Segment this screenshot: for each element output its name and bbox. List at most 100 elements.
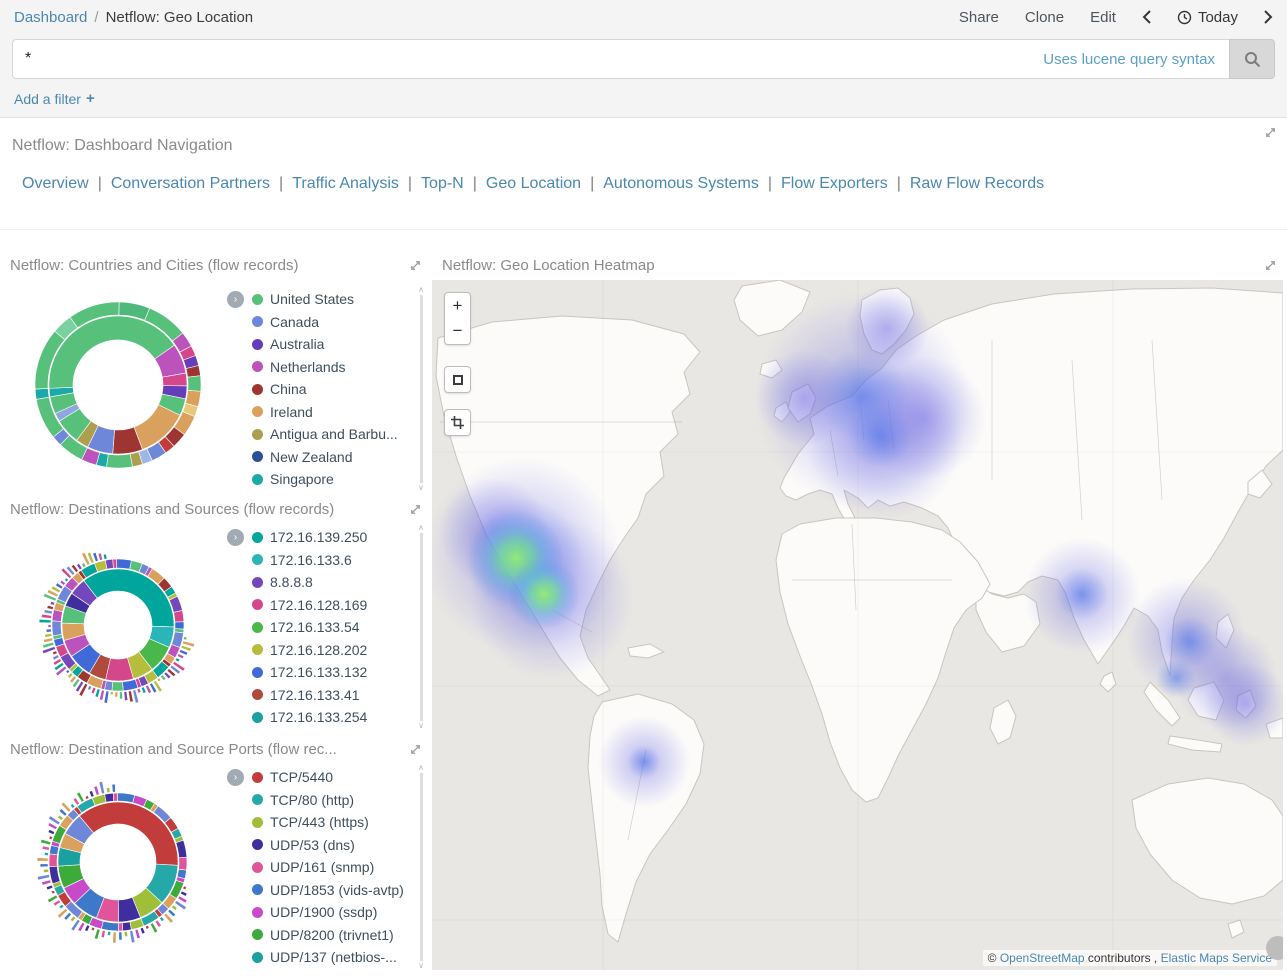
add-filter-link[interactable]: Add a filter [14, 90, 81, 107]
legend-item[interactable]: 172.16.139.250 [252, 526, 367, 549]
nav-link-conversation-partners[interactable]: Conversation Partners [110, 175, 271, 192]
legend-label: 172.16.133.41 [270, 686, 360, 703]
legend-item[interactable]: TCP/5440 [252, 766, 404, 789]
scrollbar-track[interactable] [419, 773, 423, 961]
legend-item[interactable]: Singapore [252, 468, 398, 491]
nav-separator: | [896, 175, 901, 192]
legend-toggle-button[interactable]: › [227, 529, 244, 546]
legend-label: China [270, 381, 307, 398]
legend-label: UDP/1900 (ssdp) [270, 904, 378, 921]
legend-item[interactable]: United States [252, 288, 398, 311]
legend-item[interactable]: Ireland [252, 401, 398, 424]
legend-item[interactable]: UDP/8200 (trivnet1) [252, 924, 404, 947]
legend-color-dot [252, 361, 263, 373]
legend-label: UDP/1853 (vids-avtp) [270, 881, 404, 898]
panel-destination-source-ports: Netflow: Destination and Source Ports (f… [0, 736, 432, 976]
legend-item[interactable]: UDP/53 (dns) [252, 834, 404, 857]
legend-item[interactable]: TCP/443 (https) [252, 811, 404, 834]
legend-item[interactable]: China [252, 378, 398, 401]
time-forward-button[interactable] [1264, 10, 1273, 24]
legend-item[interactable]: 172.16.133.132 [252, 661, 367, 684]
legend-label: 172.16.133.132 [270, 664, 368, 681]
legend-item[interactable]: UDP/1853 (vids-avtp) [252, 879, 404, 902]
clone-button[interactable]: Clone [1024, 8, 1065, 26]
breadcrumb-separator: / [94, 8, 99, 26]
search-button[interactable] [1229, 39, 1275, 79]
time-back-button[interactable] [1142, 10, 1151, 24]
world-map[interactable] [432, 280, 1283, 970]
legend-toggle-button[interactable]: › [227, 291, 244, 308]
legend-label: 172.16.139.250 [270, 529, 368, 546]
heatmap-layer [432, 286, 1283, 808]
legend-item[interactable]: 172.16.133.41 [252, 684, 367, 707]
nav-link-top-n[interactable]: Top-N [421, 175, 464, 192]
nav-link-overview[interactable]: Overview [22, 175, 89, 192]
set-view-button[interactable] [444, 366, 471, 393]
legend-color-dot [252, 316, 263, 328]
legend-color-dot [252, 451, 263, 463]
legend: TCP/5440 TCP/80 (http) TCP/443 (https) U… [252, 766, 404, 969]
legend-item[interactable]: 172.16.128.202 [252, 639, 367, 662]
zoom-out-button[interactable]: − [444, 318, 471, 345]
legend-item[interactable]: UDP/161 (snmp) [252, 856, 404, 879]
nav-link-raw-flow-records[interactable]: Raw Flow Records [909, 175, 1045, 192]
legend-item[interactable]: Antigua and Barbu... [252, 423, 398, 446]
expand-icon [1266, 261, 1275, 270]
expand-panel-button[interactable] [1264, 259, 1278, 273]
expand-panel-button[interactable] [409, 743, 423, 757]
legend-item[interactable]: 172.16.133.6 [252, 549, 367, 572]
legend-item[interactable]: TCP/80 (http) [252, 789, 404, 812]
legend-item[interactable]: 172.16.128.169 [252, 594, 367, 617]
timepicker-button[interactable]: Today [1177, 9, 1238, 26]
legend-item[interactable]: Canada [252, 311, 398, 334]
draw-bounds-button[interactable] [444, 409, 471, 436]
add-filter-plus-icon[interactable]: + [85, 90, 95, 107]
nav-panel-title: Netflow: Dashboard Navigation [12, 137, 233, 154]
legend-item[interactable]: Australia [252, 333, 398, 356]
scrollbar-track[interactable] [419, 533, 423, 721]
expand-panel-button[interactable] [1264, 126, 1278, 140]
countries-donut-chart[interactable] [6, 280, 236, 492]
legend-scrollbar[interactable]: ∧ ∨ [416, 524, 426, 730]
panel-title: Netflow: Destinations and Sources (flow … [10, 501, 335, 518]
destinations-sunburst-chart[interactable] [6, 522, 236, 734]
legend-item[interactable]: 172.16.133.54 [252, 616, 367, 639]
openstreetmap-link[interactable]: OpenStreetMap [999, 951, 1085, 965]
legend-label: 172.16.128.202 [270, 641, 368, 658]
legend-label: TCP/443 (https) [270, 814, 369, 831]
expand-panel-button[interactable] [409, 259, 423, 273]
nav-link-geo-location[interactable]: Geo Location [485, 175, 582, 192]
search-input[interactable] [13, 50, 1044, 68]
legend-item[interactable]: 8.8.8.8 [252, 571, 367, 594]
edit-button[interactable]: Edit [1090, 8, 1116, 26]
expand-icon [411, 261, 420, 270]
copyright-text: © [987, 951, 997, 965]
legend-item[interactable]: UDP/1900 (ssdp) [252, 901, 404, 924]
scrollbar-track[interactable] [419, 295, 423, 483]
legend-label: UDP/161 (snmp) [270, 859, 375, 876]
legend-item[interactable]: New Zealand [252, 446, 398, 469]
nav-link-autonomous-systems[interactable]: Autonomous Systems [603, 175, 759, 192]
legend-scrollbar[interactable]: ∧ ∨ [416, 764, 426, 970]
zoom-in-button[interactable]: + [444, 292, 471, 319]
legend-item[interactable]: UDP/137 (netbios-... [252, 946, 404, 969]
legend-label: 172.16.133.54 [270, 619, 360, 636]
nav-link-flow-exporters[interactable]: Flow Exporters [781, 175, 888, 192]
legend-toggle-button[interactable]: › [227, 769, 244, 786]
panel-countries-cities: Netflow: Countries and Cities (flow reco… [0, 252, 432, 496]
legend-item[interactable]: Netherlands [252, 356, 398, 379]
legend-item[interactable]: 172.16.133.254 [252, 706, 367, 729]
nav-link-traffic-analysis[interactable]: Traffic Analysis [292, 175, 399, 192]
legend-scrollbar[interactable]: ∧ ∨ [416, 286, 426, 492]
ports-sunburst-chart[interactable] [6, 762, 236, 974]
geo-heatmap-map[interactable]: + − © OpenStreetMap contributors , Elast… [432, 280, 1283, 970]
lucene-syntax-link[interactable]: Uses lucene query syntax [1043, 50, 1215, 68]
legend-label: TCP/5440 [270, 769, 334, 786]
breadcrumb-dashboard-link[interactable]: Dashboard [14, 8, 88, 26]
share-button[interactable]: Share [958, 8, 999, 26]
scroll-up-icon: ∧ [418, 763, 424, 772]
legend-color-dot [252, 338, 263, 350]
legend-label: 172.16.133.6 [270, 551, 352, 568]
elastic-maps-link[interactable]: Elastic Maps Service [1160, 951, 1272, 965]
expand-panel-button[interactable] [409, 503, 423, 517]
